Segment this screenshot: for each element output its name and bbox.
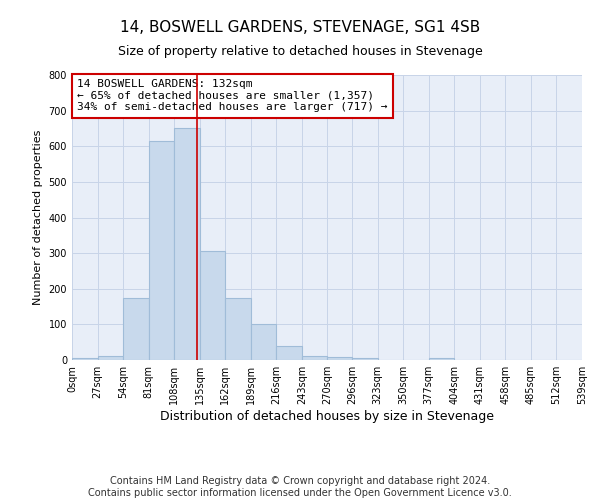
Bar [174,128,200,360]
Text: 14 BOSWELL GARDENS: 132sqm
← 65% of detached houses are smaller (1,357)
34% of s: 14 BOSWELL GARDENS: 132sqm ← 65% of deta… [77,80,388,112]
Y-axis label: Number of detached properties: Number of detached properties [33,130,43,305]
Text: Size of property relative to detached houses in Stevenage: Size of property relative to detached ho… [118,45,482,58]
Bar [251,324,277,360]
Bar [200,252,225,360]
Bar [302,356,328,360]
Bar [352,358,377,360]
Bar [123,298,149,360]
Bar [149,141,174,360]
Text: 14, BOSWELL GARDENS, STEVENAGE, SG1 4SB: 14, BOSWELL GARDENS, STEVENAGE, SG1 4SB [120,20,480,35]
Bar [277,346,302,360]
Bar [225,298,251,360]
Text: Contains HM Land Registry data © Crown copyright and database right 2024.
Contai: Contains HM Land Registry data © Crown c… [88,476,512,498]
Bar [98,356,123,360]
Bar [72,358,98,360]
X-axis label: Distribution of detached houses by size in Stevenage: Distribution of detached houses by size … [160,410,494,423]
Bar [328,357,352,360]
Bar [429,358,454,360]
